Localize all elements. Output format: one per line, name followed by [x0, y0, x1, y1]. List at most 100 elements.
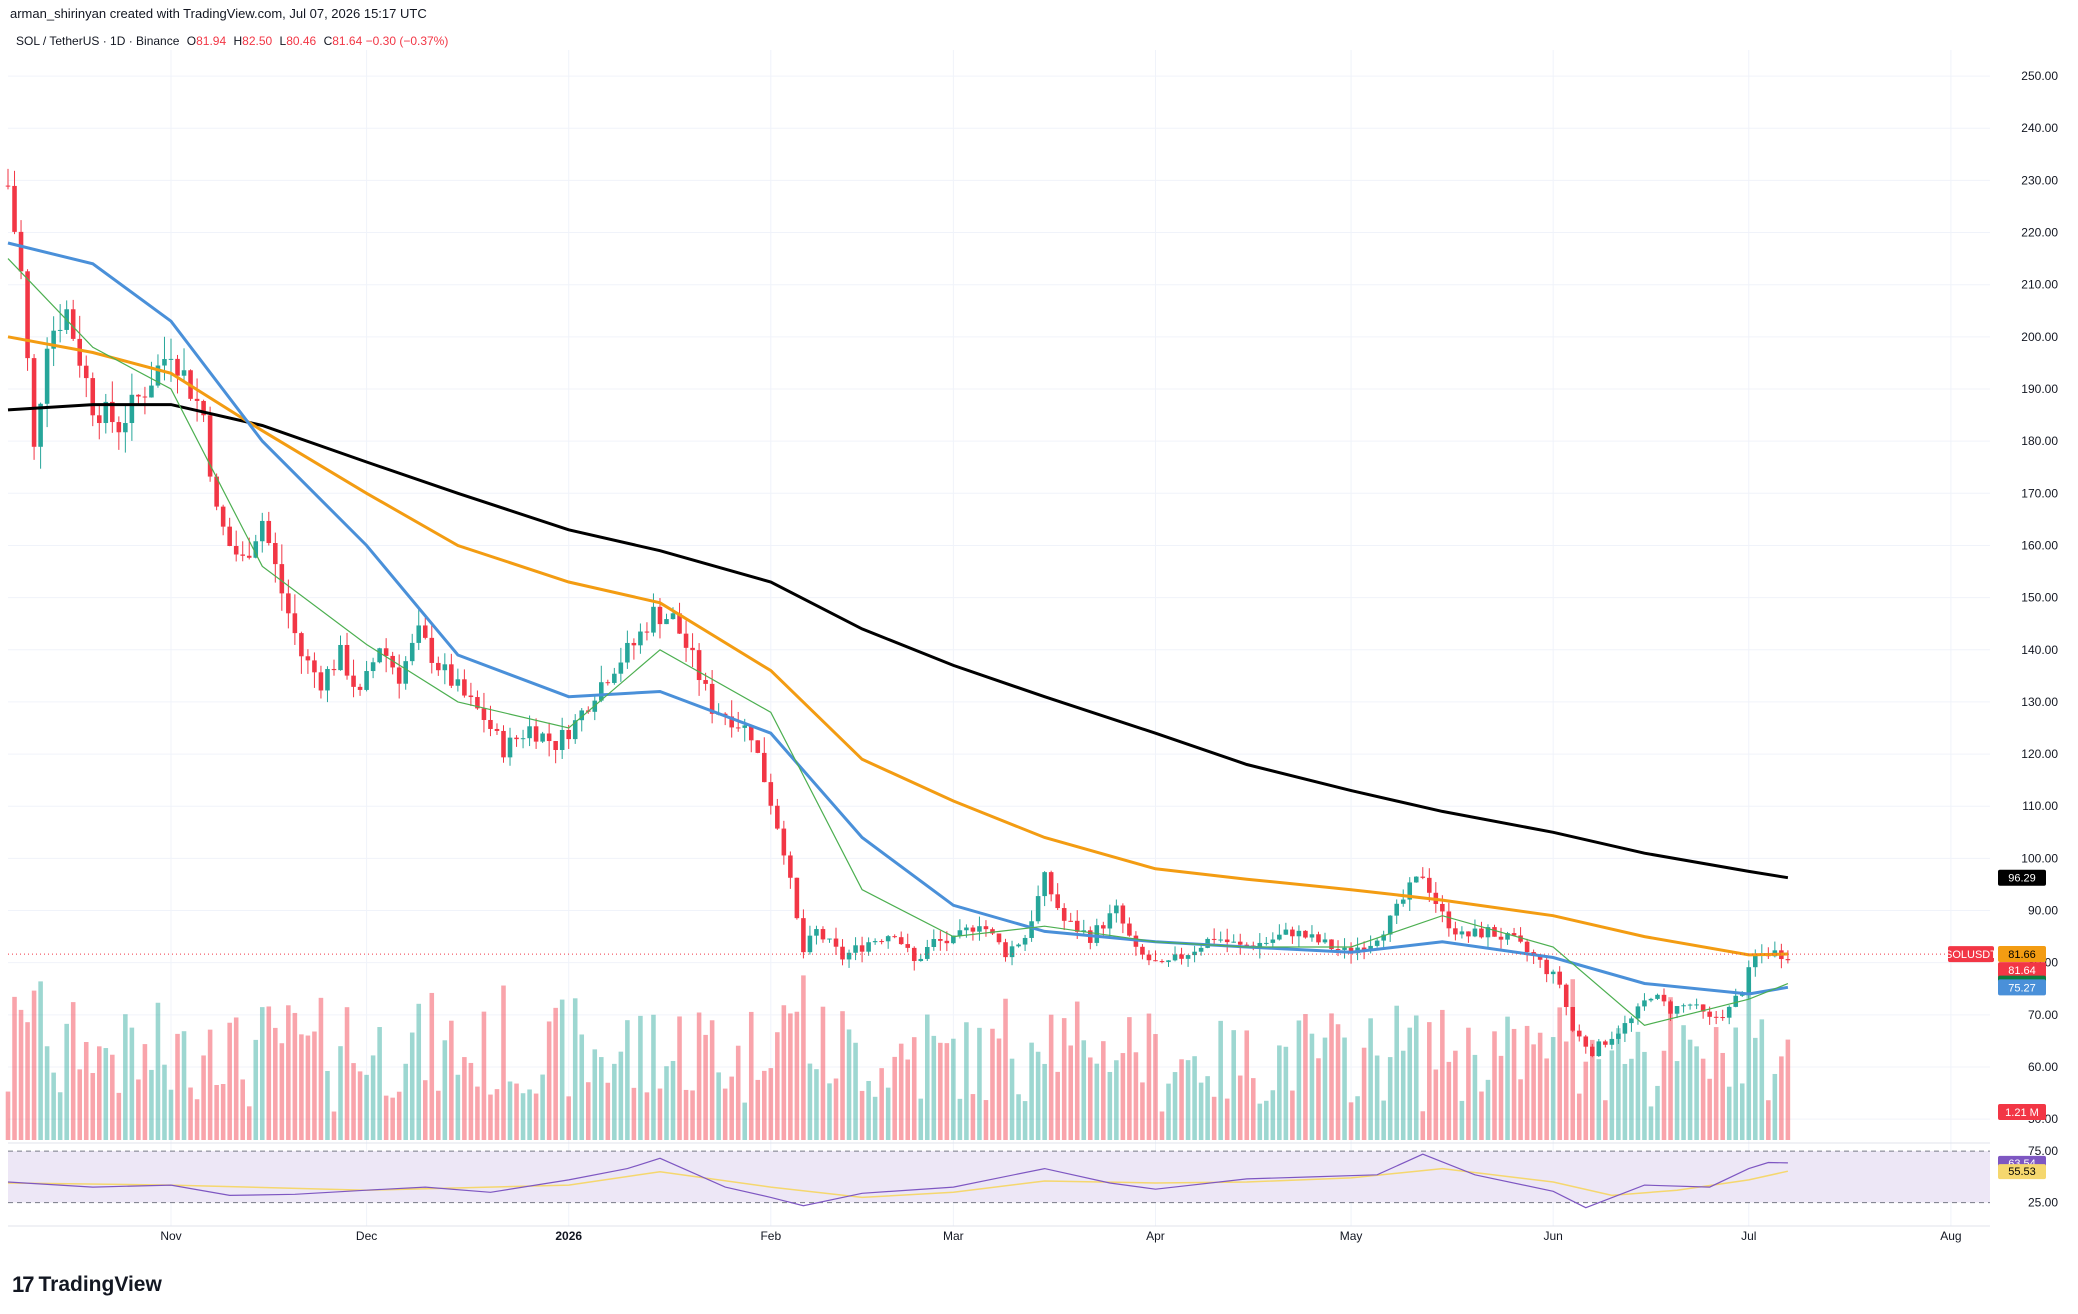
volume-bar — [338, 1046, 343, 1140]
volume-bar — [273, 1027, 278, 1140]
volume-bar — [807, 1063, 813, 1140]
candle-body — [1237, 941, 1243, 945]
candle-body — [266, 520, 272, 544]
time-tick-label: Apr — [1146, 1229, 1165, 1243]
volume-bar — [1485, 1079, 1491, 1140]
price-tick-label: 160.00 — [2021, 538, 2058, 552]
candle-body — [1042, 872, 1047, 897]
volume-bar — [1114, 1060, 1119, 1140]
volume-bar — [1055, 1071, 1060, 1140]
volume-bar — [625, 1020, 630, 1140]
candle-body — [1694, 1004, 1699, 1006]
candle-body — [1746, 967, 1752, 994]
volume-bar — [1322, 1037, 1328, 1140]
volume-bar — [325, 1070, 330, 1140]
volume-bar — [677, 1016, 682, 1140]
candle-body — [1583, 1036, 1589, 1047]
volume-bar — [377, 1027, 382, 1140]
volume-bar — [1459, 1100, 1465, 1140]
volume-bar — [449, 1020, 454, 1140]
volume-bar — [1231, 1030, 1236, 1140]
candle-body — [409, 642, 415, 662]
candle-body — [1146, 954, 1152, 961]
candle-body — [546, 733, 552, 742]
volume-bar — [1492, 1031, 1497, 1140]
candle-body — [527, 726, 532, 739]
volume-bar — [1479, 1091, 1484, 1140]
rsi-tick-label: 75.00 — [2028, 1144, 2058, 1158]
open-label: O — [186, 34, 197, 48]
candle-body — [273, 543, 278, 565]
time-axis[interactable]: Nov Dec 2026 Feb Mar Apr May Jun Jul Aug — [8, 1225, 1990, 1243]
candle-body — [983, 926, 989, 930]
candle-body — [566, 729, 571, 740]
price-label — [1998, 962, 2046, 979]
volume-bar — [136, 1079, 141, 1140]
volume-bar — [768, 1068, 774, 1140]
volume-bar — [1270, 1090, 1276, 1140]
volume-bar — [833, 1078, 839, 1140]
candle-body — [977, 926, 982, 932]
volume-bar — [957, 1098, 963, 1140]
candle-body — [1492, 927, 1497, 937]
price-axis[interactable]: 250.00 240.00 230.00 220.00 210.00 200.00 190.… — [2021, 69, 2058, 1126]
candle-body — [1616, 1033, 1621, 1039]
volume-bar — [1211, 1096, 1217, 1140]
symbol-title[interactable]: SOL / TetherUS · 1D · Binance — [16, 34, 180, 48]
candle-body — [1283, 929, 1289, 935]
moving-average-line — [7, 335, 1788, 957]
candle-body — [827, 938, 832, 940]
candle-body — [403, 661, 408, 684]
candle-body — [1159, 961, 1165, 963]
candle-body — [1505, 933, 1510, 940]
volume-bar — [1394, 1005, 1399, 1140]
volume-bar — [827, 1083, 832, 1140]
volume-bar — [990, 1028, 995, 1140]
candle-body — [1472, 928, 1478, 937]
volume-bar — [1166, 1083, 1171, 1140]
volume-bar — [162, 1064, 167, 1140]
volume-bar — [1746, 983, 1752, 1140]
volume-bar — [181, 1031, 187, 1140]
volume-bar — [514, 1083, 519, 1140]
candle-body — [233, 546, 239, 555]
volume-bar — [540, 1074, 545, 1140]
candle-body — [794, 877, 800, 919]
volume-bar — [1590, 1039, 1595, 1140]
volume-bar — [781, 1005, 787, 1140]
volume-bar — [709, 1020, 715, 1140]
tradingview-logo[interactable]: 17 TradingView — [12, 1272, 162, 1298]
volume-bars — [5, 975, 1791, 1140]
candle-body — [396, 667, 402, 684]
volume-bar — [1713, 1027, 1719, 1140]
candle-body — [677, 613, 682, 634]
candle-body — [207, 415, 213, 477]
rsi-line — [7, 1153, 1788, 1209]
volume-bar — [1205, 1076, 1210, 1140]
volume-bar — [312, 1031, 317, 1140]
volume-bar — [1694, 1046, 1699, 1140]
volume-bar — [1668, 997, 1673, 1140]
candle-body — [905, 944, 911, 948]
candle-body — [1322, 939, 1328, 943]
candle-body — [253, 541, 259, 558]
tradingview-logo-text: TradingView — [38, 1273, 162, 1296]
candle-body — [1316, 934, 1321, 943]
volume-bar — [951, 1038, 956, 1140]
volume-bar — [31, 990, 37, 1140]
candle-body — [370, 662, 376, 672]
candle-body — [918, 958, 924, 962]
volume-bar — [1257, 1103, 1263, 1140]
candle-body — [1381, 934, 1386, 941]
candle-body — [390, 655, 395, 668]
candle-body — [1270, 939, 1276, 943]
candle-body — [103, 401, 109, 424]
candle-body — [1035, 896, 1041, 922]
volume-bar — [722, 1088, 728, 1140]
candle-body — [814, 929, 819, 936]
volume-bar — [703, 1034, 708, 1140]
price-label-text: 81.66 — [2008, 949, 2036, 961]
volume-label-text: 1.21 M — [2005, 1107, 2039, 1119]
time-tick-label: Dec — [356, 1229, 377, 1243]
